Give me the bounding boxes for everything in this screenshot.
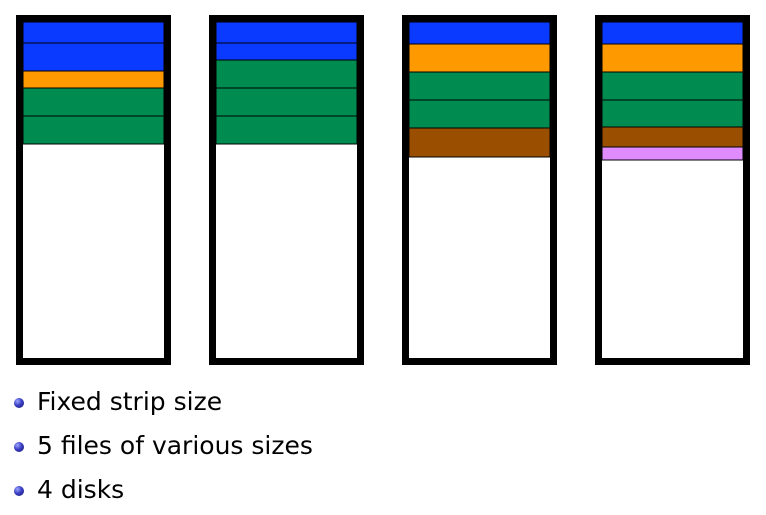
bullet-item-files: 5 files of various sizes — [14, 427, 313, 471]
bullet-icon — [14, 398, 24, 408]
disk-2 — [209, 15, 364, 365]
strip-blue — [601, 21, 744, 45]
strip-green — [215, 115, 358, 145]
strip-brown — [601, 126, 744, 148]
striping-diagram — [16, 15, 750, 365]
bullet-item-strip-size: Fixed strip size — [14, 383, 313, 427]
strip-orange — [408, 43, 551, 73]
strip-green — [408, 71, 551, 101]
bullet-icon — [14, 442, 24, 452]
strip-green — [601, 71, 744, 101]
strip-blue — [215, 21, 358, 44]
disk-2-strips — [215, 21, 358, 145]
strip-green — [408, 99, 551, 129]
strip-violet — [601, 146, 744, 161]
bullet-text: 4 disks — [37, 475, 125, 504]
disk-1-strips — [22, 21, 165, 145]
disk-1 — [16, 15, 171, 365]
bullet-list: Fixed strip size 5 files of various size… — [14, 383, 313, 515]
bullet-text: 5 files of various sizes — [37, 431, 313, 460]
strip-blue — [22, 42, 165, 72]
strip-blue — [215, 42, 358, 61]
disk-4 — [595, 15, 750, 365]
bullet-item-disks: 4 disks — [14, 471, 313, 515]
strip-blue — [408, 21, 551, 45]
disk-4-strips — [601, 21, 744, 161]
strip-orange — [22, 70, 165, 89]
strip-green — [22, 115, 165, 145]
strip-green — [601, 99, 744, 128]
bullet-icon — [14, 486, 24, 496]
bullet-text: Fixed strip size — [37, 387, 223, 416]
strip-green — [22, 87, 165, 117]
disk-3-strips — [408, 21, 551, 158]
disk-3 — [402, 15, 557, 365]
strip-green — [215, 87, 358, 117]
strip-brown — [408, 127, 551, 158]
strip-green — [215, 59, 358, 89]
strip-orange — [601, 43, 744, 73]
strip-blue — [22, 21, 165, 44]
